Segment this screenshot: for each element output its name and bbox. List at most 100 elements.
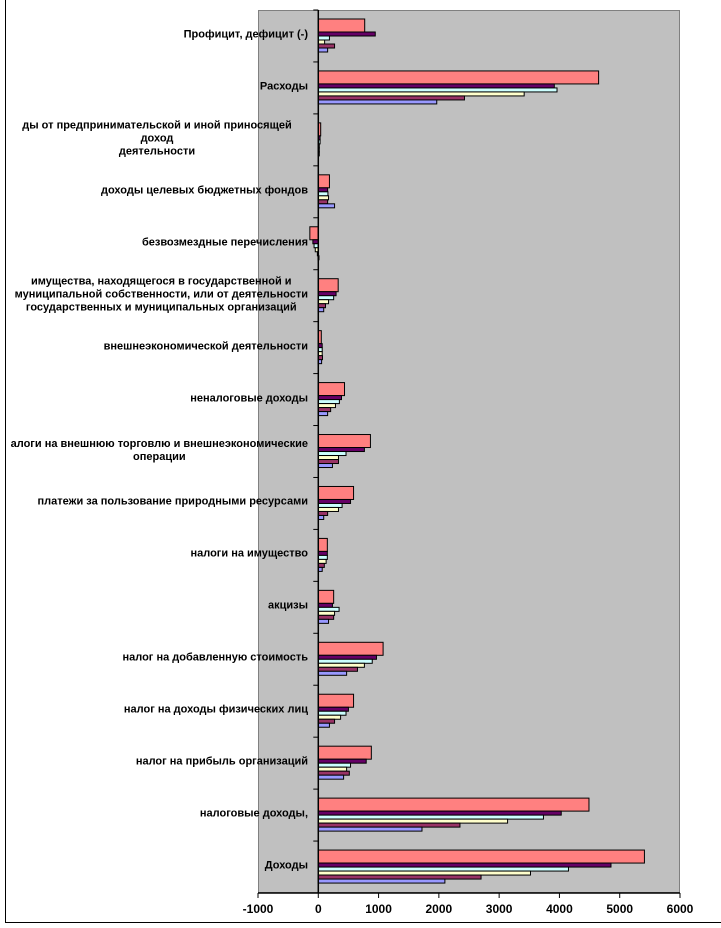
- category-label: акцизы: [267, 599, 308, 612]
- bar-series-2: [317, 498, 352, 504]
- bar-series-5: [317, 874, 482, 880]
- bar-series-2: [312, 239, 319, 245]
- bar-series-6: [317, 203, 336, 209]
- category-label: доходы целевых бюджетных фондов: [100, 184, 308, 197]
- bar-series-6: [317, 826, 423, 832]
- bar-series-3: [317, 814, 544, 820]
- x-tick-label: 2000: [425, 902, 453, 916]
- bar-series-3: [317, 502, 343, 508]
- bar-series-2: [317, 187, 329, 193]
- bar-series-5: [317, 43, 336, 49]
- bar-series-1: [317, 641, 384, 656]
- bar-series-1: [317, 849, 645, 864]
- category-label: безвозмездные перечисления: [141, 236, 308, 249]
- bar-series-3: [317, 606, 340, 612]
- category-label: Профицит, дефицит (-): [183, 28, 308, 41]
- bar-series-3: [317, 35, 330, 41]
- category-label: Расходы: [259, 80, 308, 93]
- bar-series-1: [309, 226, 319, 241]
- bar-series-2: [317, 291, 337, 297]
- category-label: имущества, находящегося в государственно…: [14, 275, 308, 314]
- bar-series-4: [317, 662, 365, 668]
- bar-series-2: [317, 758, 367, 764]
- bar-series-1: [317, 537, 328, 552]
- bar-series-5: [317, 562, 325, 568]
- bar-series-2: [317, 654, 377, 660]
- bar-series-5: [317, 822, 461, 828]
- bar-series-3: [317, 191, 329, 197]
- bar-series-4: [317, 195, 330, 201]
- bar-series-6: [317, 463, 333, 469]
- bar-series-1: [317, 485, 355, 500]
- category-label: налоги на имущество: [190, 547, 308, 560]
- category-label: налоговые доходы,: [199, 807, 308, 820]
- bar-series-1: [317, 278, 339, 293]
- bar-series-4: [317, 558, 327, 564]
- bar-series-4: [317, 714, 342, 720]
- bar-series-2: [317, 810, 562, 816]
- bar-chart: [257, 9, 681, 898]
- bar-series-4: [317, 766, 348, 772]
- bar-series-2: [317, 602, 333, 608]
- bar-series-5: [317, 666, 358, 672]
- x-tick-label: 1000: [365, 902, 392, 916]
- x-tick-label: 0: [314, 902, 322, 916]
- bar-series-6: [317, 722, 330, 728]
- x-tick-label: 3000: [485, 902, 513, 916]
- category-label: алоги на внешнюю торговлю и внешнеэконом…: [10, 437, 308, 463]
- bar-series-6: [317, 618, 330, 624]
- x-tick-label: -1000: [242, 902, 274, 916]
- bar-series-6: [317, 411, 329, 417]
- bar-series-3: [317, 762, 352, 768]
- category-label: налог на прибыль организаций: [135, 755, 308, 768]
- bar-series-4: [317, 818, 509, 824]
- x-tick-label: 4000: [546, 902, 573, 916]
- x-tick-label: 6000: [666, 902, 694, 916]
- bar-series-4: [317, 506, 339, 512]
- bar-series-5: [317, 407, 332, 413]
- bar-series-6: [317, 99, 438, 105]
- bar-series-3: [317, 658, 373, 664]
- bar-series-4: [317, 610, 336, 616]
- bar-series-4: [317, 870, 531, 876]
- category-label: внешнеэкономической деятельности: [103, 340, 308, 353]
- category-label: налог на доходы физических лиц: [123, 703, 308, 716]
- bar-series-5: [317, 510, 329, 516]
- bar-series-4: [317, 39, 326, 45]
- bar-series-6: [317, 47, 329, 53]
- category-label: ды от предпринимательской и иной принося…: [22, 119, 292, 158]
- bar-series-1: [317, 382, 346, 397]
- bar-series-1: [317, 797, 590, 812]
- x-tick-label: 5000: [606, 902, 634, 916]
- bar-series-4: [317, 91, 525, 97]
- chart-frame: Профицит, дефицит (-) Расходы ды от предпр…: [5, 0, 721, 923]
- bar-series-5: [317, 718, 336, 724]
- bar-series-2: [317, 83, 555, 89]
- category-label: налог на добавленную стоимость: [122, 651, 308, 664]
- bar-series-3: [317, 87, 558, 93]
- bar-series-1: [317, 589, 335, 604]
- bar-series-5: [317, 199, 329, 205]
- bar-series-5: [317, 95, 465, 101]
- bar-series-2: [317, 31, 376, 37]
- bar-series-3: [317, 710, 347, 716]
- category-label: Доходы: [264, 859, 308, 872]
- bar-series-1: [317, 174, 330, 189]
- bar-series-2: [317, 447, 365, 453]
- bar-series-2: [317, 395, 342, 401]
- bar-series-5: [317, 459, 339, 465]
- bar-series-6: [317, 774, 345, 780]
- bar-series-2: [317, 706, 349, 712]
- category-label: неналоговые доходы: [190, 392, 308, 405]
- bar-series-4: [317, 455, 339, 461]
- bar-series-6: [317, 878, 446, 884]
- bar-series-3: [317, 295, 335, 301]
- bar-series-1: [317, 434, 371, 449]
- bar-series-1: [317, 745, 372, 760]
- bar-series-3: [317, 399, 340, 405]
- bar-series-5: [317, 614, 335, 620]
- bar-series-1: [317, 693, 355, 708]
- bar-series-5: [317, 303, 327, 309]
- bar-series-1: [317, 70, 600, 85]
